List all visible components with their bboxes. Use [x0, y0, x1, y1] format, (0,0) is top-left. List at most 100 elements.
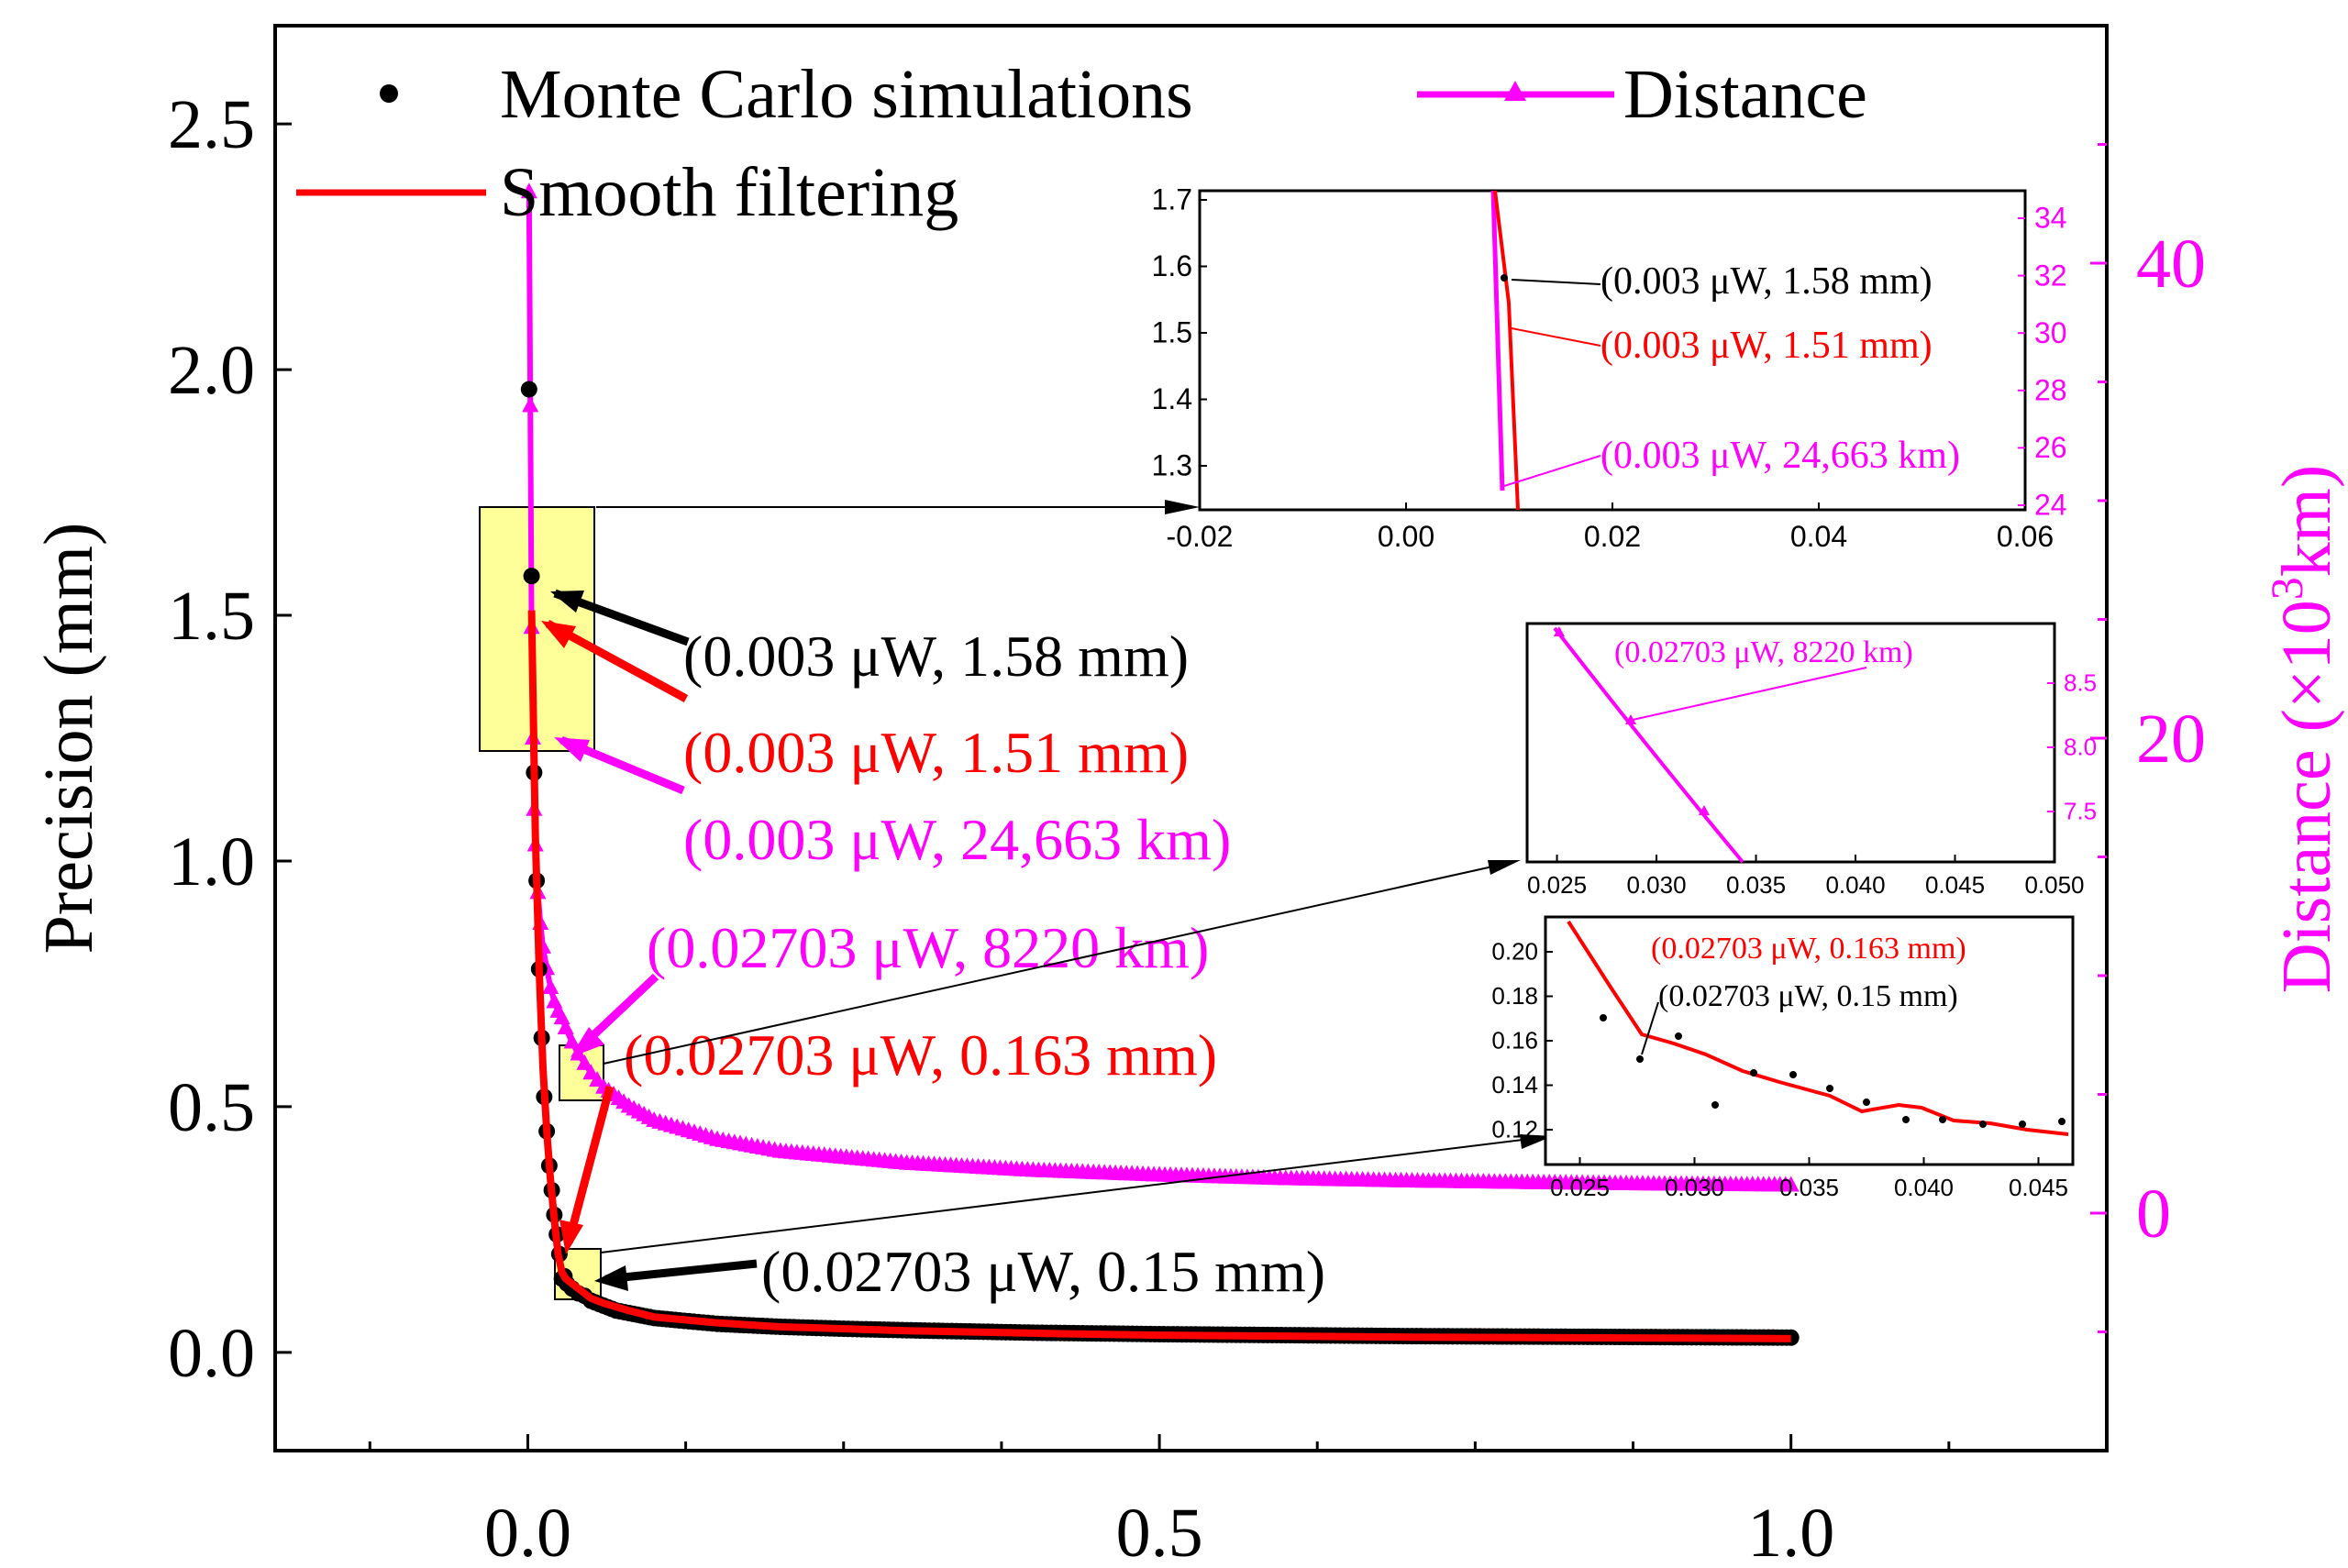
- inset-x-tick-label: 0.06: [1997, 520, 2054, 553]
- inset-y2-tick-label: 28: [2034, 373, 2067, 406]
- inset-bottom-mc-point-4: [1711, 1101, 1719, 1109]
- inset-x-tick-label: 0.04: [1790, 520, 1847, 553]
- arrowhead-a3: [554, 737, 590, 762]
- y-tick-label: 2.5: [168, 86, 255, 163]
- inset-y-tick-label: 1.7: [1152, 183, 1192, 216]
- arrow-a6: [604, 1259, 758, 1284]
- inset-y-tick-label: 1.6: [1152, 249, 1192, 282]
- x-tick-label: 0.0: [484, 1495, 571, 1568]
- inset-top-label-3: (0.003 μW, 24,663 km): [1600, 435, 1960, 477]
- inset-x-tick-label: 0.030: [1665, 1174, 1724, 1201]
- inset-y2-tick-label: 32: [2034, 259, 2067, 292]
- y-tick-label: 1.0: [168, 823, 255, 900]
- legend-distance-marker: [1504, 81, 1526, 101]
- y2-axis-label: Distance (×103km): [2261, 465, 2345, 994]
- inset-top-mc-point: [1501, 274, 1508, 282]
- inset-y-tick-label: 0.20: [1491, 938, 1538, 966]
- inset-x-tick-label: 0.035: [1726, 871, 1786, 899]
- y-tick-label: 0.5: [168, 1069, 255, 1146]
- inset-middle-label: (0.02703 μW, 8220 km): [1614, 635, 1913, 669]
- axis-ticks: 0.0 0.5 1.0 0.0 0.5 1.0 1.5 2.0 2.5 0 20 40: [168, 86, 2206, 1568]
- inset-middle-marker-2: [1625, 714, 1636, 724]
- inset-bottom-mc-point-11: [1979, 1121, 1987, 1128]
- inset-top-label-1: (0.003 μW, 1.58 mm): [1600, 260, 1933, 303]
- distance-marker: [576, 1054, 593, 1070]
- legend-mc-label: Monte Carlo simulations: [500, 56, 1193, 133]
- y-tick-label: 2.0: [168, 332, 255, 409]
- inset-x-tick-label: 0.02: [1584, 520, 1641, 553]
- inset-x-tick-label: 0.045: [2009, 1174, 2068, 1201]
- inset-x-tick-label: 0.025: [1550, 1174, 1610, 1201]
- inset-middle-ticks: 0.025 0.030 0.035 0.040 0.045 0.050 7.5 8.0 8.5: [1527, 669, 2097, 899]
- annotation-a5: (0.02703 μW, 0.163 mm): [624, 1022, 1217, 1088]
- inset-y2-tick-label: 26: [2034, 431, 2067, 464]
- inset-bottom-mc-point-2: [1636, 1055, 1644, 1063]
- inset-top-ticks: -0.02 0.00 0.02 0.04 0.06 1.3 1.4 1.5 1.6 1.7 24 26…: [1152, 183, 2067, 553]
- inset-top-leader-2: [1511, 327, 1601, 347]
- inset-bottom-mc-point-8: [1863, 1099, 1870, 1106]
- inset-y2-tick-label: 8.0: [2064, 734, 2097, 761]
- connector-top-head: [1165, 500, 1200, 514]
- distance-marker: [546, 992, 563, 1009]
- inset-top-label-2: (0.003 μW, 1.51 mm): [1600, 325, 1933, 367]
- inset-x-tick-label: 0.040: [1825, 871, 1885, 899]
- x-tick-label: 1.0: [1747, 1495, 1834, 1568]
- inset-bottom-mc-point-13: [2058, 1118, 2066, 1125]
- inset-bottom-mc-point-10: [1939, 1116, 1946, 1123]
- inset-y2-tick-label: 30: [2034, 316, 2067, 349]
- annotation-a4: (0.02703 μW, 8220 km): [647, 915, 1209, 980]
- y2-tick-label: 0: [2136, 1176, 2171, 1253]
- distance-marker: [563, 1032, 581, 1049]
- arrowhead-a6: [594, 1265, 628, 1291]
- inset-y-tick-label: 1.5: [1152, 316, 1192, 349]
- y-axis-label: Precision (mm): [30, 523, 107, 955]
- mc-point: [520, 381, 537, 398]
- distance-marker: [522, 396, 539, 413]
- inset-x-tick-label: 0.025: [1527, 871, 1587, 899]
- inset-top-leader-1: [1511, 279, 1601, 285]
- distance-marker: [1782, 1176, 1800, 1192]
- inset-bottom-mc-point-6: [1789, 1071, 1797, 1078]
- distance-marker: [542, 977, 559, 994]
- mc-point: [523, 568, 540, 585]
- connector-middle: [603, 861, 1514, 1065]
- inset-bottom-smooth-line: [1567, 920, 2069, 1136]
- legend-smooth-label: Smooth filtering: [500, 154, 958, 231]
- x-tick-label: 0.5: [1116, 1495, 1203, 1568]
- inset-y-tick-label: 0.16: [1491, 1027, 1538, 1055]
- inset-x-tick-label: 0.030: [1626, 871, 1686, 899]
- annotation-a1: (0.003 μW, 1.58 mm): [683, 624, 1189, 689]
- inset-top-leader-3: [1503, 455, 1601, 487]
- inset-y-tick-label: 0.12: [1491, 1116, 1538, 1143]
- inset-x-tick-label: 0.050: [2024, 871, 2084, 899]
- inset-y-tick-label: 0.18: [1491, 982, 1538, 1010]
- arrow-a5: [564, 1085, 615, 1244]
- legend-distance-label: Distance: [1623, 56, 1867, 133]
- inset-bottom-mc-point-1: [1600, 1014, 1607, 1021]
- inset-middle-distance-curve: [1553, 626, 1744, 864]
- inset-middle: [1525, 622, 2056, 864]
- inset-y2-tick-label: 34: [2034, 202, 2067, 235]
- inset-bottom-ticks: 0.025 0.030 0.035 0.040 0.045 0.12 0.14 0.16 0.1…: [1491, 938, 2068, 1201]
- legend-mc-marker: [380, 84, 398, 103]
- y-tick-label: 0.0: [168, 1315, 255, 1392]
- arrowhead-a4: [570, 1027, 604, 1057]
- arrowhead-a1: [550, 591, 584, 613]
- inset-y2-tick-label: 8.5: [2064, 669, 2097, 697]
- inset-top-distance-line: [1490, 190, 1505, 491]
- inset-y-tick-label: 0.14: [1491, 1071, 1538, 1099]
- inset-bottom-mc-point-7: [1826, 1085, 1833, 1092]
- y2-tick-label: 20: [2136, 701, 2206, 778]
- arrowhead-a2: [541, 621, 576, 648]
- y-tick-label: 1.5: [168, 578, 255, 655]
- arrowhead-a5: [559, 1220, 583, 1254]
- inset-middle-marker-3: [1699, 805, 1710, 815]
- inset-x-tick-label: 0.045: [1925, 871, 1985, 899]
- annotation-a3: (0.003 μW, 24,663 km): [683, 807, 1231, 872]
- y2-tick-label: 40: [2136, 226, 2206, 303]
- smooth-line: [527, 610, 1791, 1342]
- connector-middle-head: [1488, 860, 1521, 875]
- inset-y2-tick-label: 24: [2034, 489, 2067, 522]
- inset-bottom-mc-point-5: [1750, 1069, 1757, 1077]
